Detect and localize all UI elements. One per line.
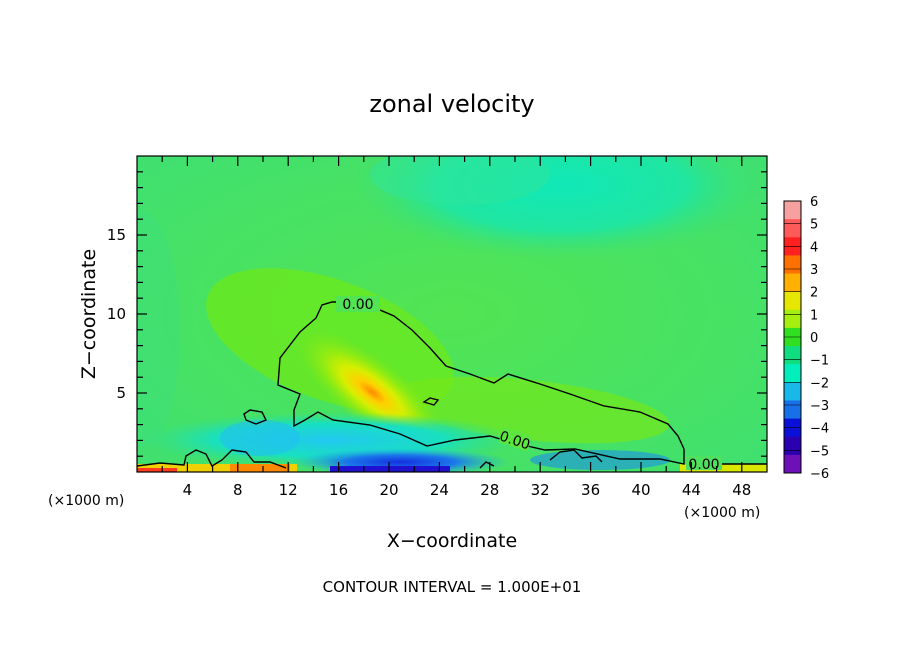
x-tick-label: 4 bbox=[183, 481, 193, 499]
heatmap-field bbox=[137, 156, 767, 472]
colorbar-swatch bbox=[784, 454, 801, 474]
x-tick-label: 20 bbox=[379, 481, 398, 499]
colorbar-swatch bbox=[784, 364, 801, 383]
colorbar-swatch bbox=[784, 346, 801, 365]
x-tick-label: 8 bbox=[233, 481, 243, 499]
x-axis-label: X−coordinate bbox=[387, 530, 517, 552]
colorbar-swatch bbox=[784, 219, 801, 238]
colorbar-swatch bbox=[784, 255, 801, 275]
x-axis-ticks: 4 8 12 16 20 24 28 32 36 40 44 48 bbox=[161, 156, 751, 499]
colorbar-swatch bbox=[784, 291, 801, 311]
y-axis-label: Z−coordinate bbox=[78, 249, 100, 379]
colorbar-label: −5 bbox=[810, 444, 829, 459]
field-surface-yellow bbox=[137, 464, 297, 472]
contour-label-bg-0 bbox=[336, 296, 380, 312]
y-axis-ticks: 5 10 15 bbox=[107, 171, 767, 457]
colorbar-label: −4 bbox=[810, 422, 829, 437]
colorbar-label: −3 bbox=[810, 399, 829, 414]
x-tick-label: 28 bbox=[480, 481, 499, 499]
colorbar-label: −2 bbox=[810, 376, 829, 391]
contour-interval-note: CONTOUR INTERVAL = 1.000E+01 bbox=[323, 578, 582, 596]
x-tick-label: 48 bbox=[732, 481, 751, 499]
x-unit-right: (×1000 m) bbox=[684, 505, 760, 521]
x-tick-label: 44 bbox=[682, 481, 701, 499]
colorbar-label: 0 bbox=[810, 331, 818, 346]
colorbar: 6 5 4 3 2 1 0 −1 −2 −3 −4 −5 −6 bbox=[783, 195, 829, 482]
x-tick-label: 32 bbox=[531, 481, 550, 499]
colorbar-swatch bbox=[784, 436, 801, 456]
colorbar-label: 4 bbox=[810, 240, 818, 255]
contour-label-bg-2 bbox=[686, 456, 722, 470]
field-surface-red bbox=[137, 468, 177, 472]
colorbar-swatch bbox=[784, 309, 801, 329]
x-tick-label: 16 bbox=[329, 481, 348, 499]
field-left-band bbox=[137, 210, 180, 450]
colorbar-label: 5 bbox=[810, 218, 818, 233]
field-upper-easterly-core bbox=[370, 156, 550, 205]
colorbar-label: 1 bbox=[810, 308, 818, 323]
colorbar-label: 6 bbox=[810, 195, 818, 210]
x-tick-label: 40 bbox=[631, 481, 650, 499]
colorbar-label: −1 bbox=[810, 354, 829, 369]
contour-surface-mid bbox=[549, 449, 603, 463]
contour-label-0: 0.00 bbox=[342, 297, 373, 313]
y-tick-label: 15 bbox=[107, 226, 126, 244]
y-tick-label: 10 bbox=[107, 305, 126, 323]
field-low-cyan-core bbox=[220, 420, 300, 456]
x-tick-label: 24 bbox=[430, 481, 449, 499]
field-surface-blue bbox=[330, 466, 450, 472]
contour-small-loop bbox=[422, 397, 440, 406]
colorbar-label: −6 bbox=[810, 467, 829, 482]
y-tick-label: 5 bbox=[116, 384, 126, 402]
colorbar-label: 2 bbox=[810, 286, 818, 301]
x-tick-label: 12 bbox=[279, 481, 298, 499]
contour-label-2: 0.00 bbox=[688, 457, 719, 473]
x-tick-label: 36 bbox=[581, 481, 600, 499]
colorbar-swatch bbox=[784, 382, 801, 401]
field-surface-orange bbox=[230, 464, 290, 472]
colorbar-swatch bbox=[784, 400, 801, 420]
x-unit-left: (×1000 m) bbox=[48, 493, 124, 509]
contour-main bbox=[277, 301, 685, 465]
colorbar-swatch bbox=[784, 273, 801, 293]
colorbar-swatch bbox=[784, 201, 801, 220]
colorbar-label: 3 bbox=[810, 263, 818, 278]
contour-surface-tick bbox=[479, 461, 495, 469]
contour-left-loop bbox=[243, 409, 267, 425]
contour-label-bg-1 bbox=[498, 426, 533, 452]
field-surface-yellow-east bbox=[680, 464, 767, 472]
chart-title: zonal velocity bbox=[369, 90, 534, 118]
